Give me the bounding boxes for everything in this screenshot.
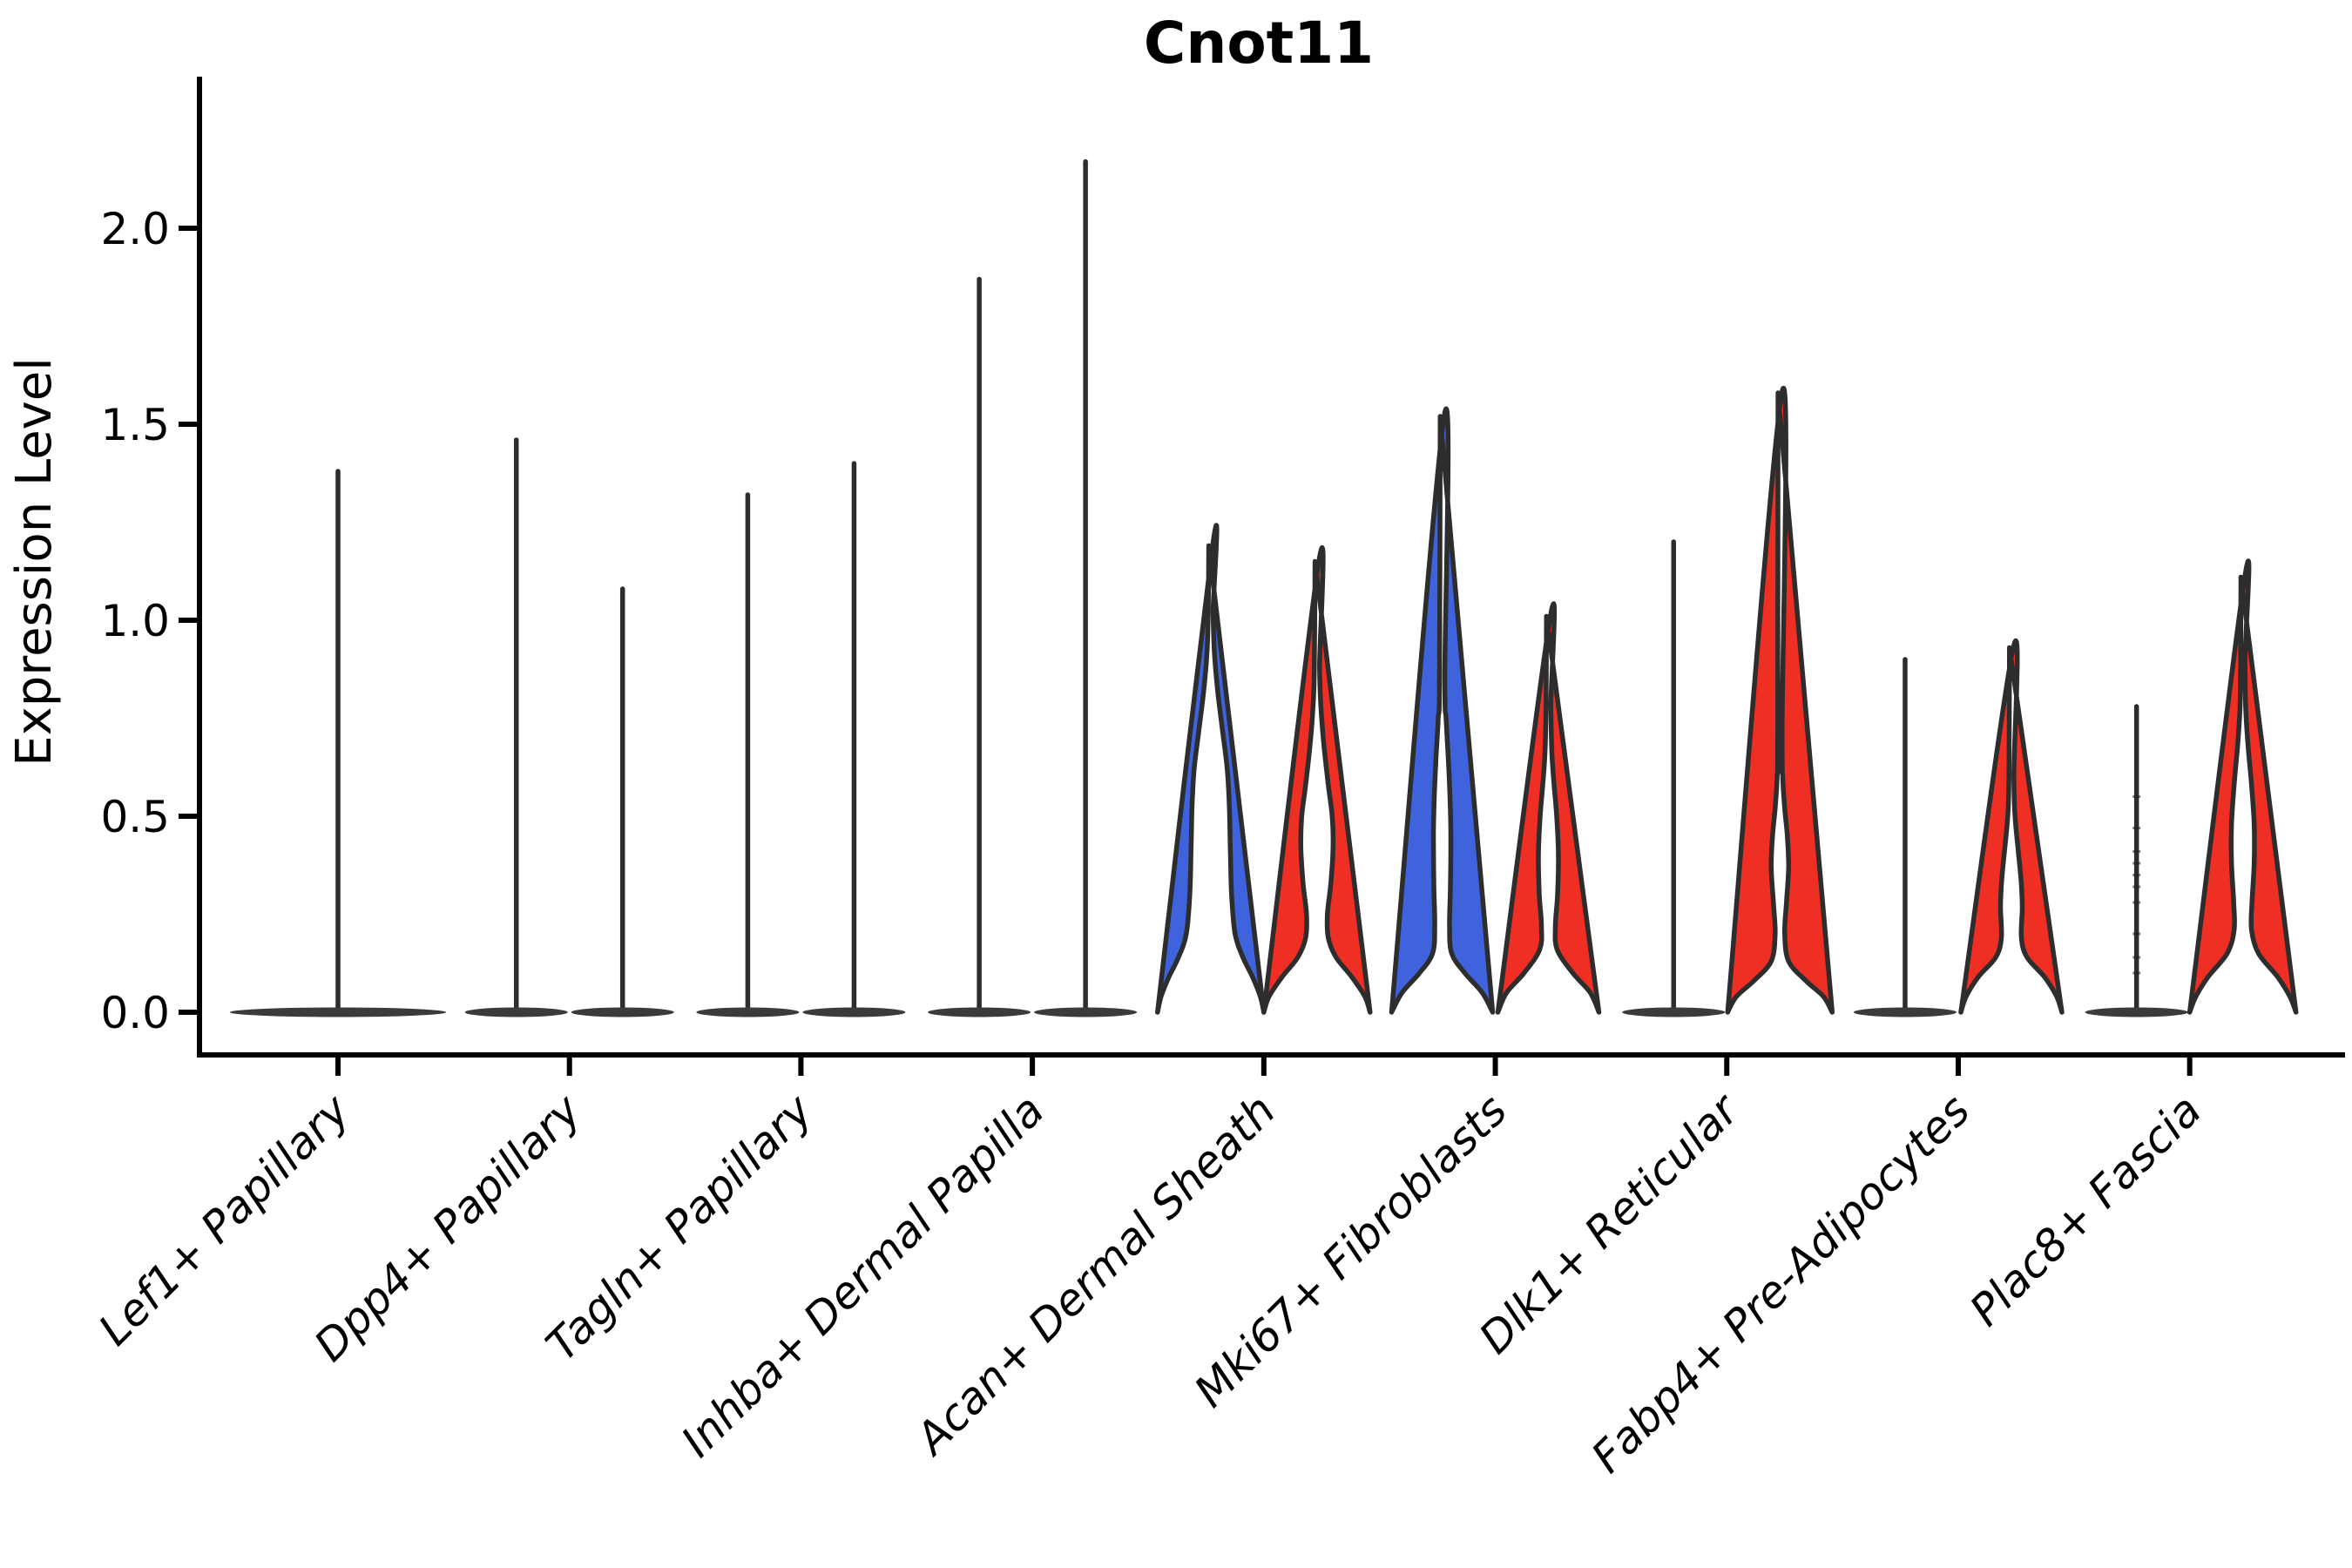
violin-flat-base-cat8-left: [1853, 1007, 1957, 1017]
y-axis-label: Expression Level: [6, 357, 63, 767]
violin-flat-base-cat2-left: [464, 1007, 568, 1017]
y-tick-label: 0.0: [100, 988, 170, 1038]
violin-body-cat7-right-red: [1725, 386, 1835, 1015]
violin-flat-base-cat7-left: [1622, 1007, 1726, 1017]
violin-flat-base-cat4-right: [1034, 1007, 1138, 1017]
violin-body-cat5-right-red: [1261, 545, 1373, 1015]
y-tick-label: 1.5: [100, 400, 170, 450]
violin-flat-base-cat3-left: [696, 1007, 800, 1017]
violin-flat-base-cat9-left: [2085, 1007, 2188, 1017]
violin-flat-base-cat2-right: [571, 1007, 674, 1017]
violin-body-cat5-left-blue: [1155, 523, 1267, 1015]
y-tick-label: 2.0: [100, 204, 170, 254]
x-tick-label: Fabp4+ Pre-Adipocytes: [1582, 1085, 1980, 1483]
violin-body-cat8-right-red: [1958, 638, 2065, 1015]
x-tick-label: Plac8+ Fascia: [1960, 1085, 2211, 1335]
y-tick-label: 0.5: [100, 792, 170, 842]
y-tick-label: 1.0: [100, 596, 170, 646]
violin-flat-base-cat4-left: [928, 1007, 1031, 1017]
violin-body-cat6-right-red: [1495, 601, 1602, 1015]
violin-body-cat6-left-blue: [1389, 406, 1496, 1015]
violin-flat-base-cat3-right: [802, 1007, 906, 1017]
chart-title: Cnot11: [1144, 10, 1374, 77]
violin-flat-base-cat1-center: [230, 1007, 446, 1017]
x-tick-label: Lef1+ Papillary: [89, 1084, 360, 1355]
violin-body-cat9-right-red: [2186, 558, 2299, 1015]
